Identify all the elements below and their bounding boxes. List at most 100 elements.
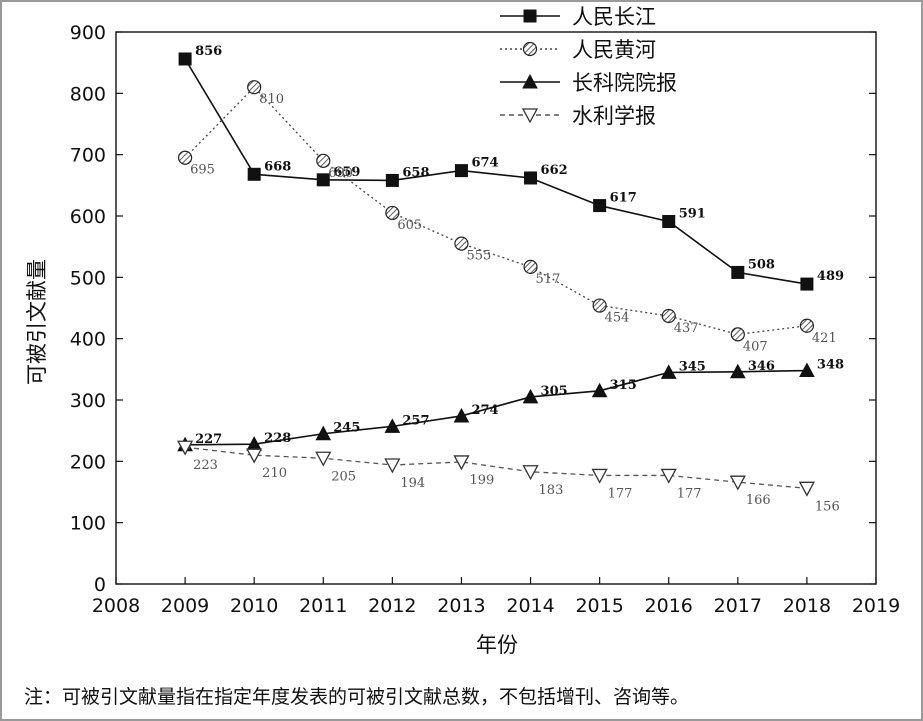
data-label: 407 (743, 339, 768, 354)
data-point (385, 205, 400, 221)
data-label: 662 (541, 163, 568, 178)
data-label: 658 (402, 165, 429, 180)
data-point (384, 458, 401, 474)
x-tick-label: 2010 (230, 595, 278, 617)
series-line (184, 58, 808, 285)
series-4 (177, 440, 815, 497)
data-label: 856 (195, 44, 222, 59)
data-label: 690 (328, 166, 353, 181)
data-label: 166 (746, 493, 771, 508)
data-label: 194 (400, 476, 425, 491)
data-label: 315 (610, 378, 637, 393)
series-line (185, 369, 807, 446)
data-label: 348 (817, 358, 844, 373)
data-point (247, 80, 262, 95)
footnote: 注：可被引文献量指在指定年度发表的可被引文献总数，不包括增刊、咨询等。 (24, 686, 690, 708)
y-tick-label: 0 (94, 574, 106, 596)
data-label: 605 (397, 218, 422, 233)
legend-marker (521, 108, 539, 124)
x-tick-label: 2018 (783, 595, 831, 617)
data-label: 227 (195, 432, 222, 447)
legend-label: 人民黄河 (572, 38, 656, 62)
data-point (591, 382, 608, 398)
data-point (523, 259, 538, 275)
y-tick-label: 300 (70, 390, 106, 412)
data-label: 346 (748, 359, 775, 374)
plot-area-border (115, 31, 877, 585)
y-tick-label: 500 (70, 267, 106, 289)
legend-label: 长科院院报 (572, 71, 677, 95)
data-point (178, 52, 192, 66)
legend-marker (523, 9, 537, 23)
data-label: 156 (815, 499, 840, 514)
legend-marker (522, 73, 538, 89)
x-tick-label: 2013 (437, 595, 485, 617)
data-label: 228 (264, 431, 291, 446)
data-label: 245 (333, 421, 360, 436)
x-tick-label: 2009 (161, 595, 209, 617)
x-tick-label: 2016 (645, 595, 693, 617)
data-point (729, 475, 746, 491)
legend-entry: 长科院院报 (500, 71, 677, 95)
data-label: 345 (679, 359, 706, 374)
x-tick-label: 2019 (852, 595, 900, 617)
x-tick-label: 2012 (368, 595, 416, 617)
data-label: 305 (541, 384, 568, 399)
data-point (247, 167, 261, 181)
data-label: 177 (677, 486, 702, 501)
data-label: 668 (264, 159, 291, 174)
data-point (592, 298, 607, 313)
data-point (177, 440, 194, 456)
data-point (798, 481, 815, 497)
x-tick-label: 2008 (92, 595, 140, 617)
x-tick-label: 2015 (575, 595, 623, 617)
x-axis-title: 年份 (476, 633, 518, 657)
data-label: 199 (469, 473, 494, 488)
legend-label: 人民长江 (572, 5, 656, 29)
data-point (662, 215, 676, 229)
data-label: 205 (331, 469, 356, 484)
data-point (731, 265, 745, 279)
legend-marker (522, 41, 538, 57)
y-tick-label: 600 (70, 206, 106, 228)
data-point (453, 455, 470, 471)
data-label: 437 (674, 321, 699, 336)
y-tick-label: 800 (70, 83, 106, 105)
x-tick-label: 2011 (299, 595, 347, 617)
data-label: 183 (539, 483, 564, 498)
data-point (730, 327, 745, 342)
data-label: 674 (471, 156, 498, 171)
data-point (593, 199, 607, 213)
data-point (522, 388, 539, 404)
data-point (315, 425, 332, 441)
data-label: 617 (610, 191, 637, 206)
data-point (522, 465, 539, 481)
y-tick-label: 900 (70, 22, 106, 44)
data-label: 695 (190, 163, 215, 178)
data-point (315, 451, 332, 467)
data-point (316, 173, 330, 187)
series-1 (178, 52, 814, 291)
y-tick-label: 100 (70, 513, 106, 535)
legend-entry: 人民长江 (500, 5, 656, 29)
data-label: 517 (536, 272, 561, 287)
series-line (184, 86, 807, 336)
data-point (384, 418, 401, 433)
data-point (591, 468, 608, 484)
legend-entry: 人民黄河 (500, 38, 656, 62)
data-label: 274 (471, 403, 498, 418)
y-tick-label: 400 (70, 329, 106, 351)
y-tick-label: 200 (70, 451, 106, 473)
data-label: 454 (605, 311, 630, 326)
data-point (660, 364, 677, 379)
data-point (660, 468, 677, 484)
data-label: 508 (748, 257, 775, 272)
data-point (246, 448, 263, 464)
data-label: 177 (608, 486, 633, 501)
data-label: 591 (679, 207, 706, 222)
data-label: 421 (812, 331, 837, 346)
data-point (316, 153, 331, 168)
x-tick-label: 2014 (506, 595, 554, 617)
data-label: 555 (466, 249, 491, 264)
